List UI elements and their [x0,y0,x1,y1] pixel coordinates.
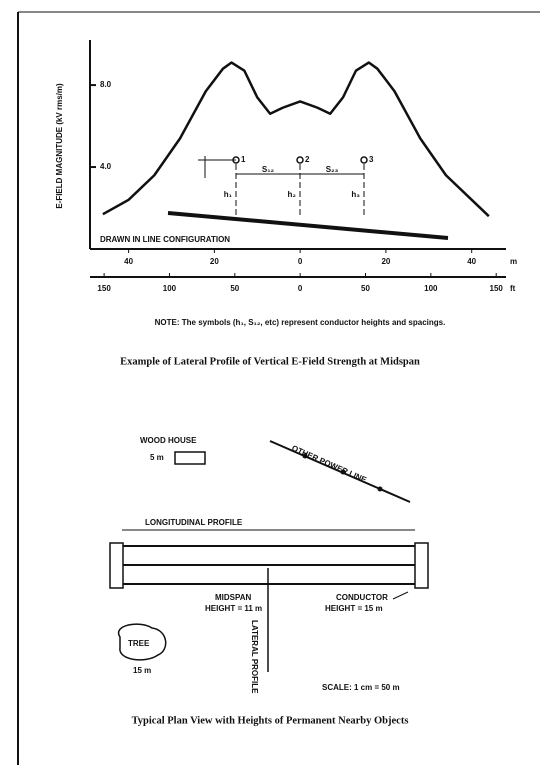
x2-tick-label: 100 [424,284,438,293]
x-unit: m [510,257,517,266]
y-axis-label: E-FIELD MAGNITUDE (kV rms/m) [55,83,64,209]
x2-tick-label: 150 [97,284,111,293]
caption: Typical Plan View with Heights of Perman… [132,715,409,726]
label: WOOD HOUSE [140,436,197,445]
label: HEIGHT = 11 m [205,604,262,613]
x2-tick-label: 0 [298,284,303,293]
conductor-label: 1 [241,155,246,164]
x-tick-label: 20 [210,257,219,266]
height-label: h₂ [288,190,297,199]
conductor-label: 3 [369,155,374,164]
label: MIDSPAN [215,593,252,602]
label: SCALE: 1 cm = 50 m [322,683,400,692]
label: LONGITUDINAL PROFILE [145,518,243,527]
label: OTHER POWER LINE [290,444,368,485]
annotation: DRAWN IN LINE CONFIGURATION [100,235,230,244]
x-tick-label: 40 [124,257,133,266]
conductor [297,157,303,163]
y-tick-label: 4.0 [100,162,112,171]
x-tick-label: 40 [467,257,476,266]
x2-tick-label: 50 [361,284,370,293]
label: 15 m [133,666,151,675]
x2-tick-label: 50 [230,284,239,293]
label: LATERAL PROFILE [250,620,259,694]
height-label: h₃ [351,190,360,199]
x-tick-label: 20 [381,257,390,266]
caption: Example of Lateral Profile of Vertical E… [120,356,420,367]
x-tick-label: 0 [298,257,303,266]
note: NOTE: The symbols (h₁, S₁₂, etc) represe… [155,318,446,327]
tower [378,487,383,492]
chart: E-FIELD MAGNITUDE (kV rms/m) DRAWN IN LI… [55,40,517,293]
pointer [393,592,408,599]
house [175,452,205,464]
plan-view: WOOD HOUSE 5 m OTHER POWER LINE LONGITUD… [110,436,428,726]
tower-end [110,543,123,588]
spacing-label: S₂₃ [326,165,339,174]
label: HEIGHT = 15 m [325,604,383,613]
tower-end [415,543,428,588]
x2-tick-label: 100 [163,284,177,293]
y-tick-label: 8.0 [100,80,112,89]
label: CONDUCTOR [336,593,388,602]
x2-unit: ft [510,284,516,293]
conductor [361,157,367,163]
spacing-label: S₁₂ [262,165,275,174]
label: TREE [128,639,150,648]
page: E-FIELD MAGNITUDE (kV rms/m) DRAWN IN LI… [0,0,546,770]
label: 5 m [150,453,164,462]
x2-tick-label: 150 [490,284,504,293]
conductor-label: 2 [305,155,310,164]
height-label: h₁ [224,190,233,199]
